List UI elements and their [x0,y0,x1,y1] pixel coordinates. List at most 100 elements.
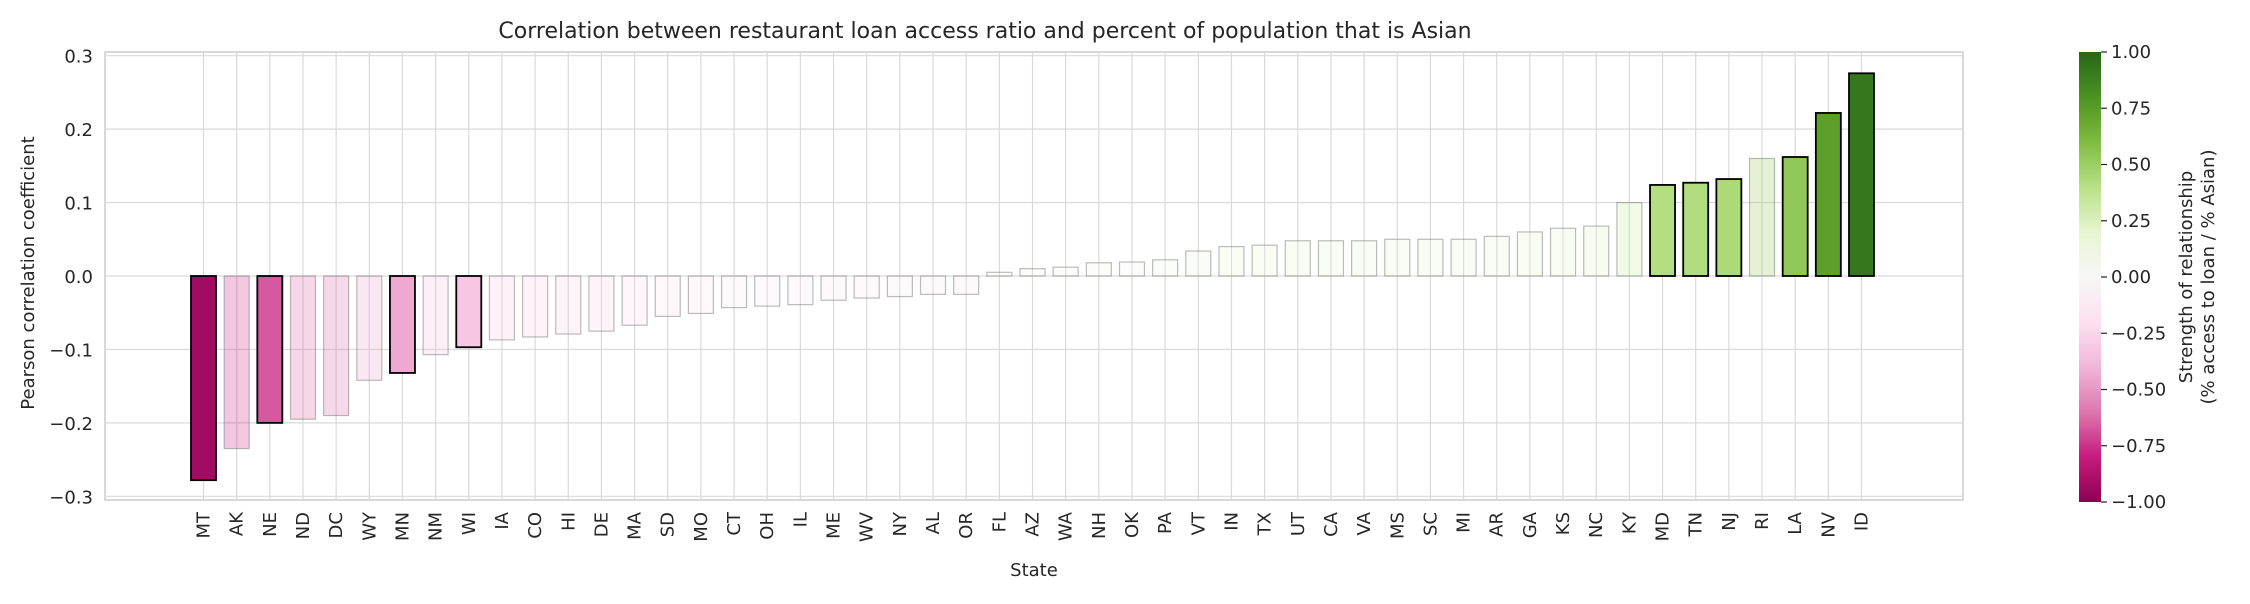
bar-vt [1185,250,1212,277]
x-tick-label: OR [956,512,977,539]
bar-or [953,275,980,295]
bar-nd [289,275,317,420]
x-tick-label: GA [1520,511,1541,538]
bar-oh [754,275,781,307]
colorbar-tick-label: 0.50 [2111,155,2151,176]
bar-ia [488,275,516,341]
colorbar-tick-label: 0.25 [2111,211,2151,232]
x-tick-label: DC [326,512,347,538]
bar-hi [555,275,582,335]
y-axis-label: Pearson correlation coefficient [18,136,39,409]
bar-al [919,275,947,295]
x-tick-label: ID [1852,512,1873,531]
bar-dc [323,275,350,417]
y-tick-label: −0.1 [49,340,93,361]
x-tick-label: KY [1619,511,1640,534]
x-tick-label: TX [1255,512,1276,536]
x-tick-label: MI [1454,512,1475,533]
x-tick-label: PA [1155,511,1176,534]
x-tick-label: WI [459,512,480,535]
bar-pa [1152,259,1179,277]
x-tick-label: OH [757,512,778,540]
x-tick-label: MT [194,511,215,539]
x-tick-label: SD [658,512,679,537]
x-tick-label: UT [1288,511,1309,536]
colorbar: 1.00 0.75 0.50 0.25 0.00 −0.25 −0.50 −0.75 −1.00… [2079,42,2219,513]
x-tick-label: NJ [1719,512,1740,531]
x-tick-label: ME [824,512,845,539]
bar-ny [886,275,913,298]
bar-wi [455,275,483,349]
bar-mo [687,275,715,315]
x-tick-label: AL [923,512,944,534]
bar-il [787,275,814,306]
x-tick-label: ND [293,512,314,539]
bar-me [820,275,847,301]
bar-mi [1450,238,1477,277]
x-tick-label: TN [1686,512,1707,537]
colorbar-tick-label: 0.75 [2111,98,2151,119]
y-tick-label: 0.2 [64,120,93,141]
bar-mn [389,275,416,374]
bar-nj [1715,178,1743,277]
bar-wy [356,275,383,381]
y-tick-label: −0.3 [49,487,93,508]
x-tick-label: NM [426,512,447,541]
x-tick-label: MN [392,512,413,541]
colorbar-tick-label: 0.00 [2111,267,2151,288]
x-tick-label: LA [1785,511,1806,534]
x-tick-label: VT [1188,511,1209,535]
x-tick-label: MA [625,511,646,540]
bar-id [1848,72,1875,277]
colorbar-label-line: Strength of relationship [2176,171,2197,383]
bar-ms [1384,238,1411,277]
bar-nc [1583,225,1610,277]
bar-fl [986,271,1013,277]
x-tick-label: MO [691,512,712,542]
x-tick-label: OK [1122,511,1143,538]
bar-ak [223,275,250,450]
bar-sc [1417,238,1444,277]
colorbar-tick-label: −0.75 [2111,436,2166,457]
x-axis-label: State [1010,560,1058,581]
x-tick-label: MD [1653,512,1674,541]
bar-ri [1748,157,1776,277]
bar-in [1218,246,1245,277]
x-tick-label: NE [260,512,281,537]
chart-title: Correlation between restaurant loan acce… [498,19,1471,44]
bar-la [1781,156,1809,277]
colorbar-tick-label: −0.50 [2111,380,2166,401]
bar-wv [853,275,880,299]
plot-area: 0.3 0.2 0.1 0.0 −0.1 −0.2 −0.3 MT AK NE ND DC WY MN NM… [49,47,1964,542]
bar-ga [1516,231,1544,277]
bar-wa [1052,266,1079,277]
x-tick-label: WY [359,511,380,541]
y-tick-label: 0.0 [64,267,93,288]
bar-ok [1118,261,1146,277]
x-tick-label: CT [724,511,745,536]
bar-ne [256,275,284,424]
colorbar-tick-label: 1.00 [2111,42,2151,63]
colorbar-label-line: (% access to loan / % Asian) [2198,150,2219,405]
bar-ut [1284,240,1311,277]
bar-de [588,275,615,332]
bar-ks [1549,227,1577,277]
bar-tn [1682,181,1710,277]
bar-az [1019,268,1046,277]
bar-co [521,275,549,338]
x-tick-label: NC [1586,512,1607,538]
x-tick-label: AZ [1023,512,1044,537]
bar-ky [1616,201,1643,277]
colorbar-tick-label: −1.00 [2111,492,2166,513]
bar-sd [654,275,681,317]
x-tick-label: NY [890,511,911,536]
colorbar-tick-label: −0.25 [2111,323,2166,344]
x-tick-label: VA [1354,511,1375,535]
x-tick-label: IA [492,511,513,529]
bar-ar [1483,235,1510,277]
bar-md [1649,184,1676,277]
y-tick-label: −0.2 [49,414,93,435]
x-tick-label: AK [227,511,248,536]
